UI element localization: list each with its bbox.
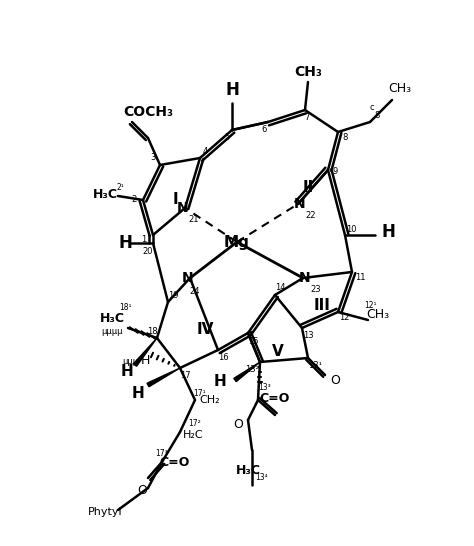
Text: 17³: 17³ bbox=[155, 448, 168, 458]
Text: 22: 22 bbox=[306, 211, 316, 221]
Text: μμμ: μμμ bbox=[122, 358, 138, 366]
Text: 1: 1 bbox=[141, 234, 146, 244]
Polygon shape bbox=[147, 368, 180, 387]
Text: CH₃: CH₃ bbox=[388, 81, 411, 94]
Text: 13: 13 bbox=[303, 330, 313, 340]
Text: 13¹: 13¹ bbox=[308, 360, 322, 370]
Text: 19: 19 bbox=[168, 290, 178, 300]
Text: 17²: 17² bbox=[189, 419, 201, 429]
Text: 14: 14 bbox=[275, 283, 285, 293]
Text: I: I bbox=[172, 193, 178, 207]
Text: C=O: C=O bbox=[260, 391, 290, 405]
Text: H: H bbox=[118, 234, 132, 252]
Text: IV: IV bbox=[196, 323, 214, 337]
Text: c: c bbox=[370, 104, 374, 112]
Text: H: H bbox=[120, 365, 133, 379]
Text: 17¹: 17¹ bbox=[194, 389, 206, 397]
Text: N: N bbox=[299, 271, 311, 285]
Text: 10: 10 bbox=[346, 225, 356, 234]
Text: N: N bbox=[182, 271, 194, 285]
Text: N: N bbox=[177, 201, 189, 215]
Text: 20: 20 bbox=[143, 246, 153, 256]
Text: O: O bbox=[233, 418, 243, 431]
Text: 5: 5 bbox=[224, 134, 229, 143]
Text: CH₂: CH₂ bbox=[200, 395, 220, 405]
Text: 2¹: 2¹ bbox=[116, 182, 124, 192]
Text: COCH₃: COCH₃ bbox=[123, 105, 173, 119]
Text: 4: 4 bbox=[202, 146, 208, 156]
Text: Mg: Mg bbox=[224, 234, 250, 250]
Text: H: H bbox=[132, 385, 145, 401]
Text: 23: 23 bbox=[310, 286, 321, 294]
Text: N: N bbox=[294, 197, 306, 211]
Text: 17: 17 bbox=[180, 371, 191, 381]
Text: 21: 21 bbox=[189, 216, 199, 224]
Polygon shape bbox=[234, 362, 260, 382]
Text: II: II bbox=[302, 181, 314, 195]
Text: 2: 2 bbox=[131, 195, 137, 205]
Text: O: O bbox=[137, 484, 147, 496]
Text: μμμμ: μμμμ bbox=[101, 328, 123, 336]
Text: CH₃: CH₃ bbox=[294, 65, 322, 79]
Text: 24: 24 bbox=[190, 287, 200, 295]
Text: CH₃: CH₃ bbox=[366, 308, 390, 322]
Text: C=O: C=O bbox=[160, 456, 190, 470]
Polygon shape bbox=[134, 338, 157, 366]
Text: 16: 16 bbox=[218, 353, 228, 363]
Text: 13⁴: 13⁴ bbox=[255, 473, 268, 483]
Text: O: O bbox=[330, 373, 340, 387]
Text: 13³: 13³ bbox=[259, 383, 272, 393]
Text: H₂C: H₂C bbox=[182, 430, 203, 440]
Text: 9: 9 bbox=[332, 168, 337, 176]
Text: 15: 15 bbox=[248, 336, 258, 346]
Text: H₃C: H₃C bbox=[100, 312, 125, 324]
Text: 11: 11 bbox=[355, 272, 365, 282]
Text: 18¹: 18¹ bbox=[119, 304, 131, 312]
Text: H: H bbox=[225, 81, 239, 99]
Text: H: H bbox=[140, 353, 150, 366]
Text: 13²: 13² bbox=[245, 365, 259, 375]
Text: H: H bbox=[214, 375, 227, 389]
Text: III: III bbox=[314, 298, 330, 312]
Text: V: V bbox=[272, 345, 284, 359]
Text: H: H bbox=[381, 223, 395, 241]
Text: 18: 18 bbox=[146, 327, 157, 335]
Text: 8: 8 bbox=[342, 133, 348, 141]
Text: 6: 6 bbox=[261, 126, 267, 134]
Text: H₃C: H₃C bbox=[236, 464, 261, 477]
Text: H₃C: H₃C bbox=[92, 188, 118, 201]
Text: 12¹: 12¹ bbox=[364, 300, 376, 310]
Text: 7: 7 bbox=[304, 114, 310, 122]
Text: 12: 12 bbox=[339, 312, 349, 322]
Text: 3: 3 bbox=[150, 153, 155, 163]
Text: Phytyl: Phytyl bbox=[88, 507, 122, 517]
Text: 8': 8' bbox=[374, 110, 382, 120]
